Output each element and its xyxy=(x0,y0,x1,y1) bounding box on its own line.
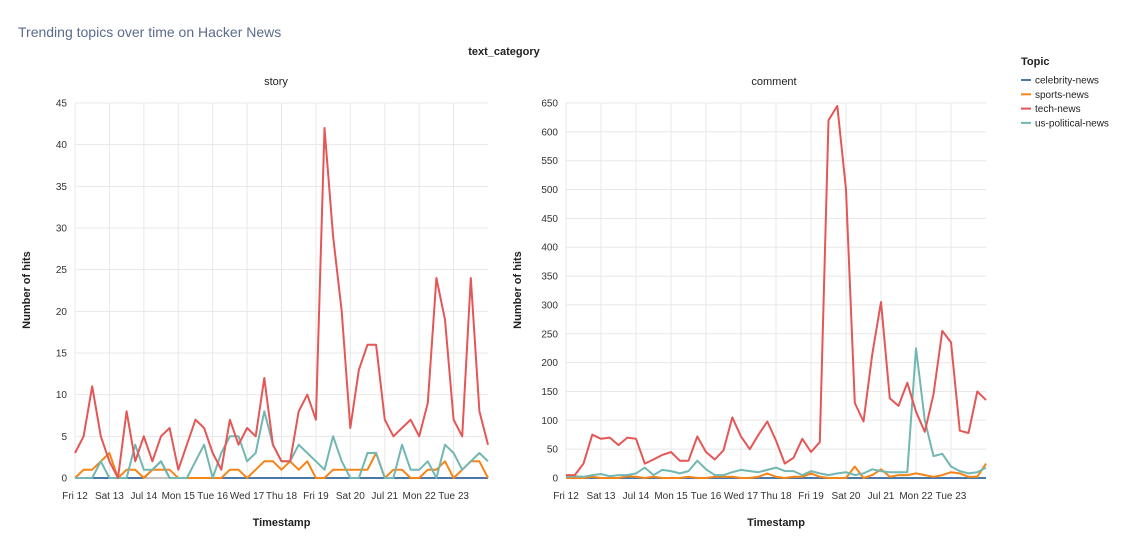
y-tick-label: 10 xyxy=(56,390,68,401)
y-tick-label: 350 xyxy=(541,272,558,283)
x-tick-label: Thu 18 xyxy=(760,491,792,502)
chart-title: Trending topics over time on Hacker News xyxy=(18,24,281,40)
x-tick-label: Wed 17 xyxy=(230,491,265,502)
y-tick-label: 35 xyxy=(56,182,68,193)
y-tick-label: 50 xyxy=(547,445,559,456)
facet-header: text_category xyxy=(468,46,540,58)
x-tick-label: Sat 13 xyxy=(95,491,124,502)
x-tick-label: Tue 16 xyxy=(197,491,228,502)
x-tick-label: Fri 19 xyxy=(303,491,329,502)
legend: Topic celebrity-news sports-news tech-news… xyxy=(1021,56,1109,129)
x-tick-label: Mon 15 xyxy=(654,491,688,502)
x-tick-label: Jul 21 xyxy=(371,491,398,502)
y-tick-label: 400 xyxy=(541,243,558,254)
y-axis-title: Number of hits xyxy=(21,251,33,329)
x-tick-label: Tue 23 xyxy=(438,491,469,502)
x-tick-label: Jul 14 xyxy=(623,491,650,502)
facet-title-comment: comment xyxy=(751,76,796,88)
comment-panel: 0 50 100 150 200 250 300 350 400 450 500 550 600 650 F… xyxy=(512,99,987,529)
y-tick-label: 250 xyxy=(541,329,558,340)
legend-item-label: sports-news xyxy=(1035,90,1089,101)
x-axis-title: Timestamp xyxy=(747,517,805,529)
legend-item-label: us-political-news xyxy=(1035,118,1109,129)
x-tick-label: Sat 20 xyxy=(832,491,861,502)
series-line-sports-news xyxy=(74,452,489,479)
facet-title-story: story xyxy=(264,76,288,88)
y-tick-label: 30 xyxy=(56,224,68,235)
x-tick-label: Fri 12 xyxy=(62,491,88,502)
x-tick-label: Tue 23 xyxy=(936,491,967,502)
x-tick-label: Sat 13 xyxy=(587,491,616,502)
x-tick-label: Thu 18 xyxy=(266,491,298,502)
x-tick-label: Sat 20 xyxy=(336,491,365,502)
y-tick-label: 25 xyxy=(56,265,68,276)
story-panel: 0 5 10 15 20 25 30 35 40 45 Fri 12 Sat 13 Jul 14 Mon … xyxy=(21,99,489,529)
legend-title: Topic xyxy=(1021,56,1050,68)
series-line-sports-news xyxy=(566,463,987,479)
y-tick-label: 5 xyxy=(61,432,67,443)
y-tick-label: 15 xyxy=(56,349,68,360)
x-axis-title: Timestamp xyxy=(253,517,311,529)
y-tick-label: 150 xyxy=(541,387,558,398)
y-tick-label: 650 xyxy=(541,99,558,110)
legend-item-label: celebrity-news xyxy=(1035,76,1099,87)
y-tick-label: 600 xyxy=(541,127,558,138)
x-tick-label: Mon 15 xyxy=(162,491,196,502)
y-tick-label: 0 xyxy=(552,474,558,485)
y-tick-label: 0 xyxy=(61,474,67,485)
y-tick-label: 300 xyxy=(541,300,558,311)
x-tick-label: Mon 22 xyxy=(899,491,933,502)
series-line-tech-news xyxy=(74,127,489,479)
x-tick-label: Jul 21 xyxy=(868,491,895,502)
y-axis-title: Number of hits xyxy=(512,251,524,329)
x-tick-label: Jul 14 xyxy=(130,491,157,502)
y-tick-label: 450 xyxy=(541,214,558,225)
y-tick-label: 40 xyxy=(56,140,68,151)
y-tick-label: 45 xyxy=(56,99,68,110)
x-tick-label: Fri 12 xyxy=(553,491,579,502)
x-tick-label: Fri 19 xyxy=(798,491,824,502)
x-tick-label: Wed 17 xyxy=(724,491,759,502)
y-tick-label: 100 xyxy=(541,416,558,427)
legend-item-label: tech-news xyxy=(1035,104,1081,115)
x-tick-label: Tue 16 xyxy=(691,491,722,502)
y-tick-label: 500 xyxy=(541,185,558,196)
y-tick-label: 200 xyxy=(541,358,558,369)
x-tick-label: Mon 22 xyxy=(402,491,436,502)
y-tick-label: 550 xyxy=(541,156,558,167)
series-line-us-political-news xyxy=(565,347,987,478)
y-tick-label: 20 xyxy=(56,307,68,318)
series-line-tech-news xyxy=(566,104,987,477)
